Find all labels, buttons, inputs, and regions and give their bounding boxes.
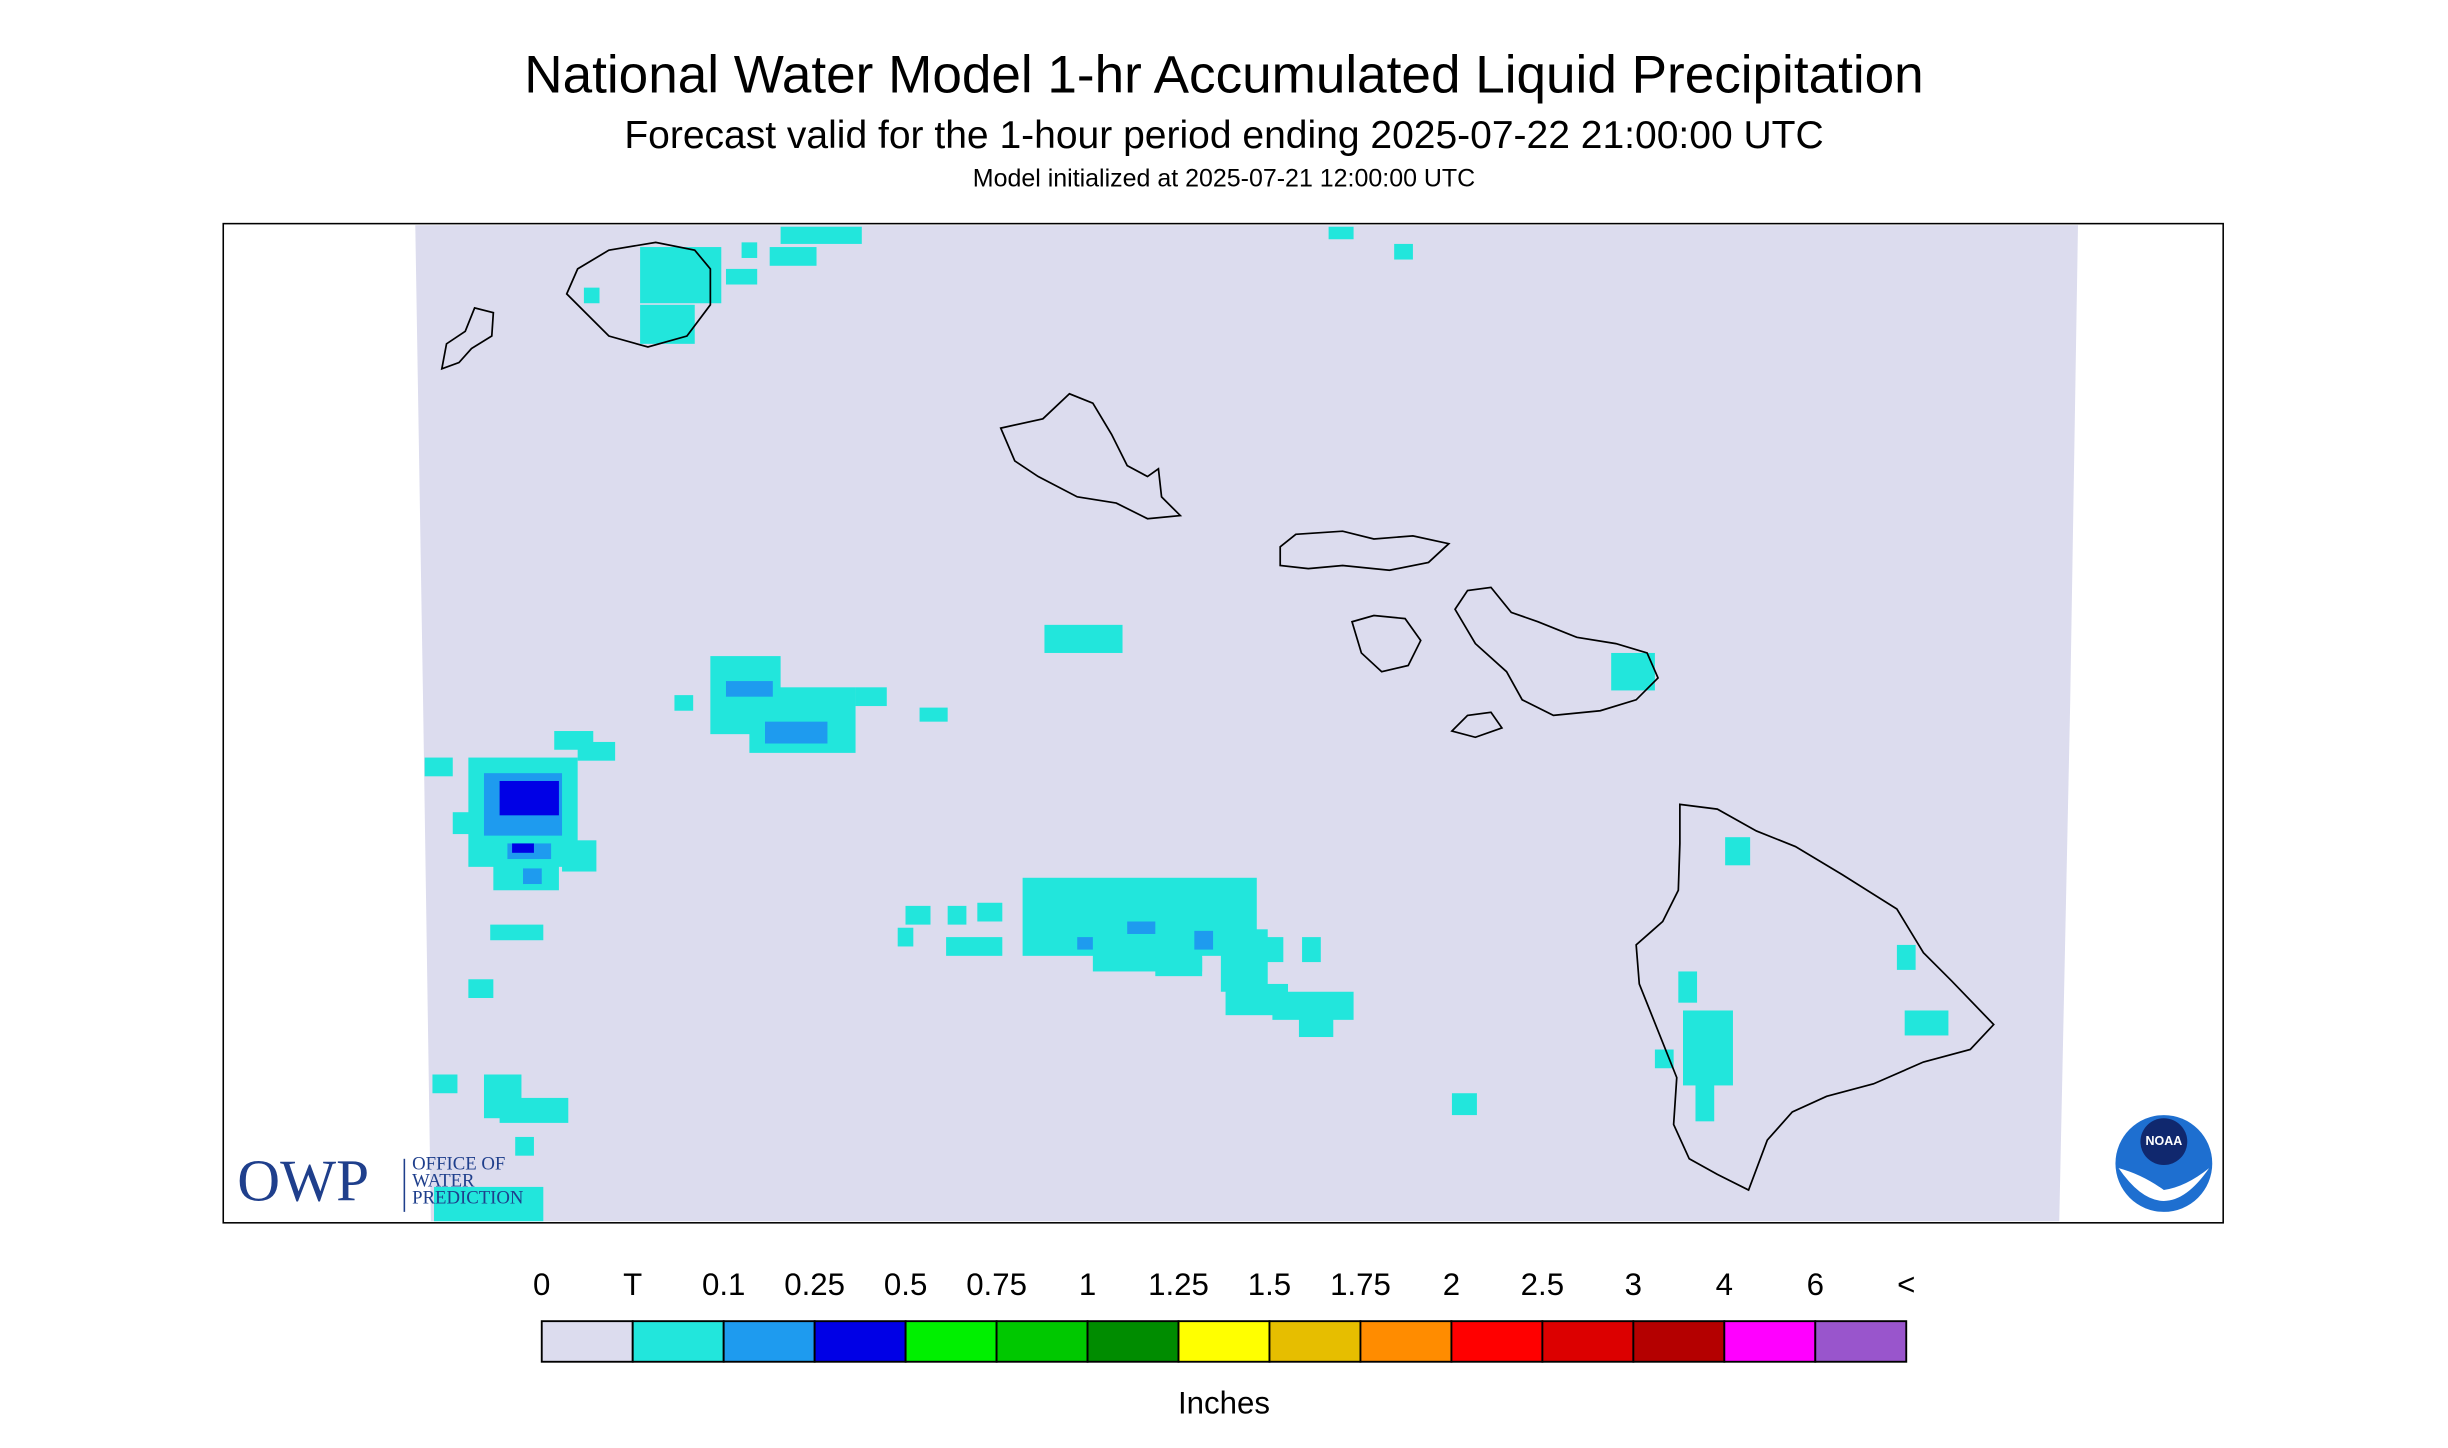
legend-label: 2.5 bbox=[1521, 1267, 1564, 1302]
legend-swatch bbox=[1268, 1320, 1362, 1363]
legend-label: 1.25 bbox=[1148, 1267, 1209, 1302]
legend-label: 3 bbox=[1625, 1267, 1642, 1302]
legend-swatch bbox=[1086, 1320, 1180, 1363]
legend-swatch bbox=[1541, 1320, 1635, 1363]
legend-swatch bbox=[1450, 1320, 1544, 1363]
legend-label: T bbox=[623, 1267, 642, 1302]
owp-name: OFFICE OF bbox=[412, 1153, 505, 1174]
legend-label: 2 bbox=[1443, 1267, 1460, 1302]
legend-label: 4 bbox=[1716, 1267, 1733, 1302]
legend: 0 T 0.1 0.25 0.5 0.75 1 1.25 1.5 1.75 2 2.5 3 4 6 < bbox=[533, 1267, 1915, 1363]
legend-label: 1.5 bbox=[1248, 1267, 1291, 1302]
title: National Water Model 1-hr Accumulated Li… bbox=[524, 45, 1923, 104]
legend-label: 0.75 bbox=[966, 1267, 1027, 1302]
islands bbox=[440, 241, 1995, 1192]
noaa-logo-text: NOAA bbox=[2145, 1134, 2182, 1148]
legend-label: 1.75 bbox=[1330, 1267, 1391, 1302]
init-time: Model initialized at 2025-07-21 12:00:00… bbox=[973, 165, 1475, 193]
owp-logo: OWP OFFICE OF WATER PREDICTION bbox=[237, 1148, 524, 1214]
legend-label: 0 bbox=[533, 1267, 550, 1302]
legend-unit: Inches bbox=[1178, 1386, 1270, 1421]
legend-label: 0.25 bbox=[784, 1267, 845, 1302]
subtitle: Forecast valid for the 1-hour period end… bbox=[624, 114, 1823, 157]
legend-swatch bbox=[904, 1320, 998, 1363]
model-domain bbox=[415, 225, 2078, 1222]
noaa-logo: NOAA bbox=[2115, 1115, 2213, 1212]
legend-label: 0.5 bbox=[884, 1267, 927, 1302]
precip-areas bbox=[424, 226, 1949, 1222]
owp-name: PREDICTION bbox=[412, 1188, 524, 1209]
owp-logo-text: OWP bbox=[237, 1148, 369, 1214]
legend-swatch bbox=[631, 1320, 725, 1363]
legend-label: < bbox=[1897, 1267, 1915, 1302]
legend-label: 1 bbox=[1079, 1267, 1096, 1302]
legend-swatch bbox=[540, 1320, 634, 1363]
legend-swatch bbox=[813, 1320, 907, 1363]
legend-swatch bbox=[722, 1320, 816, 1363]
legend-swatch bbox=[1723, 1320, 1817, 1363]
legend-swatch bbox=[1177, 1320, 1271, 1363]
legend-swatch bbox=[1814, 1320, 1908, 1363]
owp-name: WATER bbox=[412, 1171, 475, 1192]
legend-swatch bbox=[995, 1320, 1089, 1363]
legend-label: 6 bbox=[1807, 1267, 1824, 1302]
legend-label: 0.1 bbox=[702, 1267, 745, 1302]
map: OWP OFFICE OF WATER PREDICTION NOAA bbox=[222, 222, 2224, 1224]
legend-swatch bbox=[1359, 1320, 1453, 1363]
legend-swatch bbox=[1632, 1320, 1726, 1363]
